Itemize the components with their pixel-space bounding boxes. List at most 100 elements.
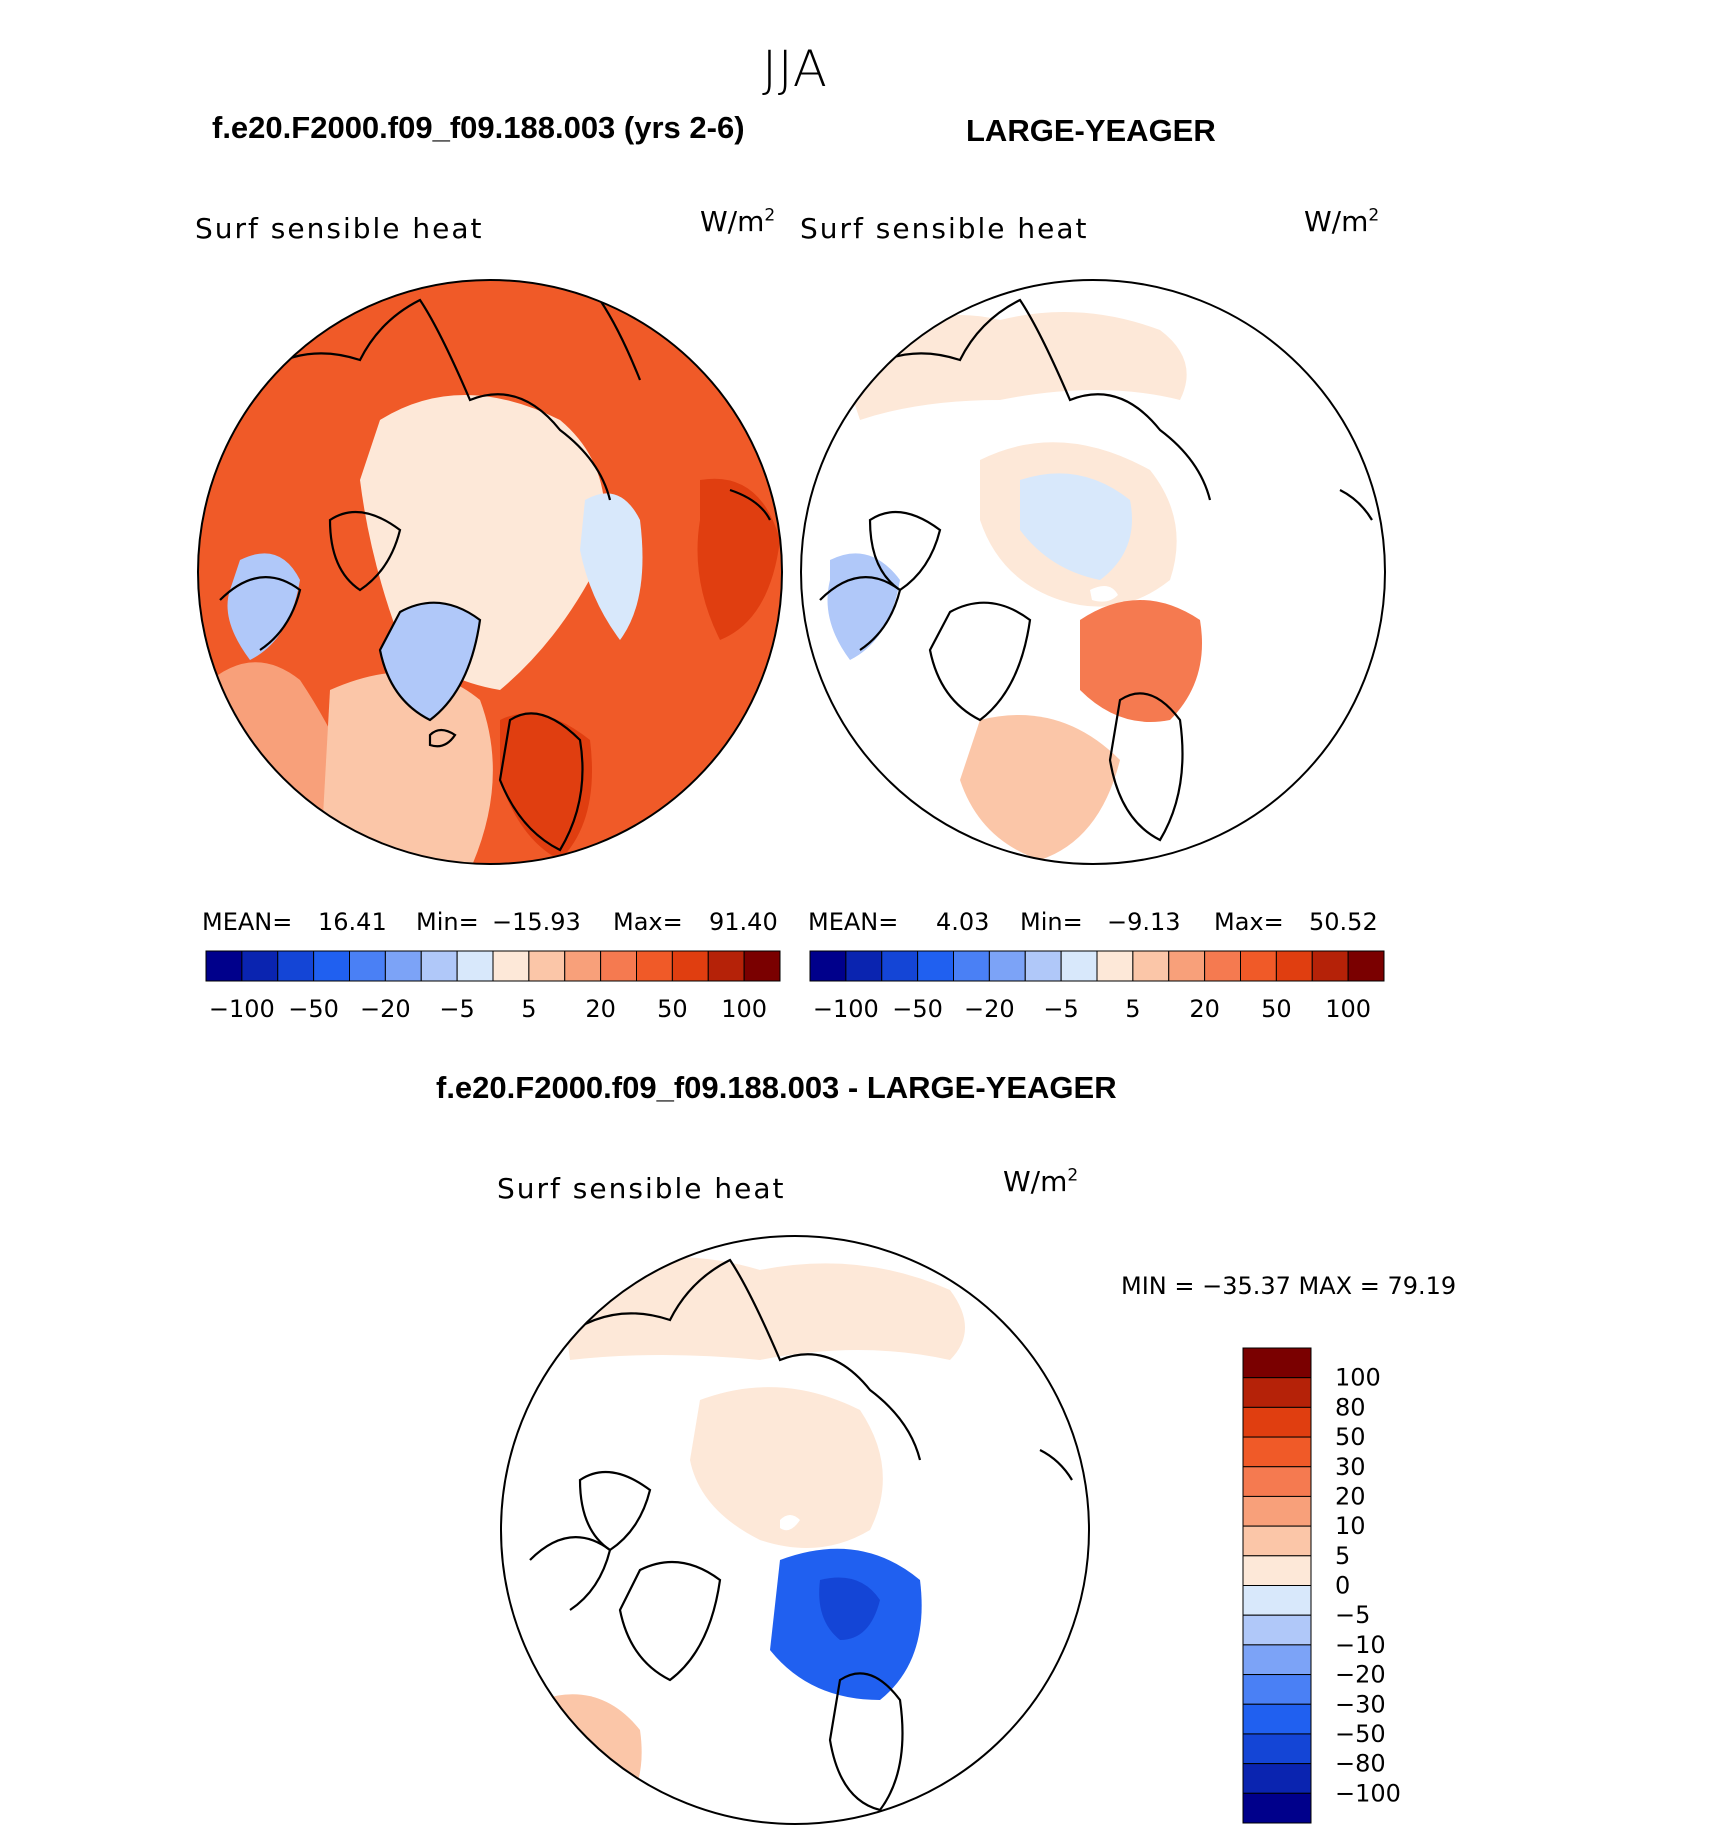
colorbar-box xyxy=(600,950,637,982)
map1-coastlines xyxy=(219,298,771,852)
colorbar-box xyxy=(1311,950,1349,982)
colorbar-box xyxy=(1024,950,1062,982)
colorbar-box xyxy=(1242,1703,1312,1735)
colorbar-box xyxy=(277,950,315,982)
map3-barents-core xyxy=(819,1577,880,1640)
colorbar-tick-label: −5 xyxy=(1335,1601,1370,1629)
colorbar-box xyxy=(420,950,458,982)
colorbar-tick-label: 100 xyxy=(721,995,767,1023)
colorbar-tick-label: −5 xyxy=(1043,995,1078,1023)
colorbar-box xyxy=(1242,1674,1312,1705)
colorbar-box xyxy=(384,950,422,982)
map3-arctic-ocean xyxy=(690,1387,883,1548)
map2 xyxy=(801,280,1385,864)
panel2-variable-label: Surf sensible heat xyxy=(800,212,1089,245)
colorbar-box xyxy=(1168,950,1206,982)
colorbar-tick-label: 20 xyxy=(1189,995,1220,1023)
map2-north-atlantic xyxy=(960,715,1120,860)
colorbar-box xyxy=(1242,1763,1312,1794)
season-title: JJA xyxy=(762,40,828,98)
colorbar-tick-label: 20 xyxy=(1335,1482,1366,1510)
panel1-units: W/m2 xyxy=(700,205,776,238)
colorbar-tick-label: 5 xyxy=(1125,995,1140,1023)
colorbar-tick-label: −20 xyxy=(964,995,1015,1023)
panel1-case-title: f.e20.F2000.f09_f09.188.003 (yrs 2-6) xyxy=(212,110,745,145)
colorbar-box xyxy=(1242,1614,1312,1646)
map1 xyxy=(198,280,782,864)
colorbar-tick-label: −20 xyxy=(1335,1661,1386,1689)
colorbar-box xyxy=(205,950,243,982)
colorbar-box xyxy=(1242,1525,1312,1557)
colorbar-box xyxy=(809,950,847,982)
colorbar-box xyxy=(1242,1585,1312,1616)
colorbar-box xyxy=(881,950,919,982)
colorbar-box xyxy=(1240,950,1277,982)
panel2-mean-label: MEAN= xyxy=(808,908,899,936)
colorbar-tick-label: −10 xyxy=(1335,1631,1386,1659)
map2-pacific-band xyxy=(840,312,1187,420)
colorbar-tick-label: −100 xyxy=(1335,1779,1401,1807)
panel1-max-label: Max= xyxy=(613,908,683,936)
panel2-case-title: LARGE-YEAGER xyxy=(966,113,1216,148)
map1-eurasia-hot xyxy=(697,478,780,640)
colorbar-tick-label: −80 xyxy=(1335,1750,1386,1778)
map2-coastlines xyxy=(819,298,1373,842)
panel1-max-value: 91.40 xyxy=(709,908,778,936)
colorbar-box xyxy=(845,950,883,982)
colorbar-tick-label: 20 xyxy=(585,995,616,1023)
map3 xyxy=(501,1236,1089,1824)
panel1-min-label: Min= xyxy=(416,908,479,936)
panel2-min-value: −9.13 xyxy=(1107,908,1181,936)
panel2-max-label: Max= xyxy=(1214,908,1284,936)
panel1-min-value: −15.93 xyxy=(492,908,581,936)
map1-north-atlantic xyxy=(320,672,493,864)
colorbar-tick-label: −50 xyxy=(892,995,943,1023)
colorbar-box xyxy=(743,950,781,982)
colorbar-tick-label: 0 xyxy=(1335,1572,1350,1600)
map1-scandinavia xyxy=(500,713,592,860)
panel2-units: W/m2 xyxy=(1304,205,1380,238)
colorbar-tick-label: −30 xyxy=(1335,1690,1386,1718)
colorbar-tick-label: −50 xyxy=(1335,1720,1386,1748)
colorbar-box xyxy=(313,950,350,982)
colorbar-box xyxy=(988,950,1026,982)
colorbar-box xyxy=(456,950,494,982)
panel1-variable-label: Surf sensible heat xyxy=(195,212,484,245)
panel2-max-value: 50.52 xyxy=(1309,908,1378,936)
colorbar-tick-label: −100 xyxy=(813,995,879,1023)
colorbar-box xyxy=(636,950,673,982)
colorbar-box xyxy=(1242,1495,1312,1527)
colorbar-box xyxy=(1242,1792,1312,1824)
colorbar-box xyxy=(953,950,990,982)
map3-north-atlantic xyxy=(520,1694,642,1824)
panel3-variable-label: Surf sensible heat xyxy=(497,1172,786,1205)
colorbar-tick-label: 50 xyxy=(1335,1423,1366,1451)
map2-pole-hole xyxy=(1090,586,1118,602)
colorbar-box xyxy=(917,950,954,982)
colorbar-tick-label: −5 xyxy=(439,995,474,1023)
colorbar-box xyxy=(707,950,745,982)
colorbar-tick-label: 10 xyxy=(1335,1512,1366,1540)
colorbar-box xyxy=(241,950,279,982)
colorbar-tick-label: −20 xyxy=(360,995,411,1023)
map3-border xyxy=(500,1235,1090,1825)
colorbar-box xyxy=(1242,1733,1312,1765)
map1-siberia-cool xyxy=(580,493,643,640)
colorbar-tick-label: 80 xyxy=(1335,1393,1366,1421)
map1-border xyxy=(197,279,783,865)
panel2-mean-value: 4.03 xyxy=(936,908,990,936)
panel1-mean-label: MEAN= xyxy=(202,908,293,936)
map3-pole-hole xyxy=(780,1515,800,1531)
colorbar-panel1: −100 −50 −20 −5 5 20 50 100 xyxy=(205,950,781,1023)
colorbar-box xyxy=(492,950,530,982)
colorbar-box xyxy=(1204,950,1241,982)
colorbar-tick-label: −100 xyxy=(209,995,275,1023)
panel3-case-title: f.e20.F2000.f09_f09.188.003 - LARGE-YEAG… xyxy=(436,1070,1117,1105)
colorbar-box xyxy=(1242,1555,1312,1586)
colorbar-panel2: −100 −50 −20 −5 5 20 50 100 xyxy=(809,950,1385,1023)
colorbar-box xyxy=(528,950,566,982)
colorbar-tick-label: 50 xyxy=(657,995,688,1023)
panel3-minmax: MIN = −35.37 MAX = 79.19 xyxy=(1121,1272,1457,1300)
map2-border xyxy=(800,279,1386,865)
